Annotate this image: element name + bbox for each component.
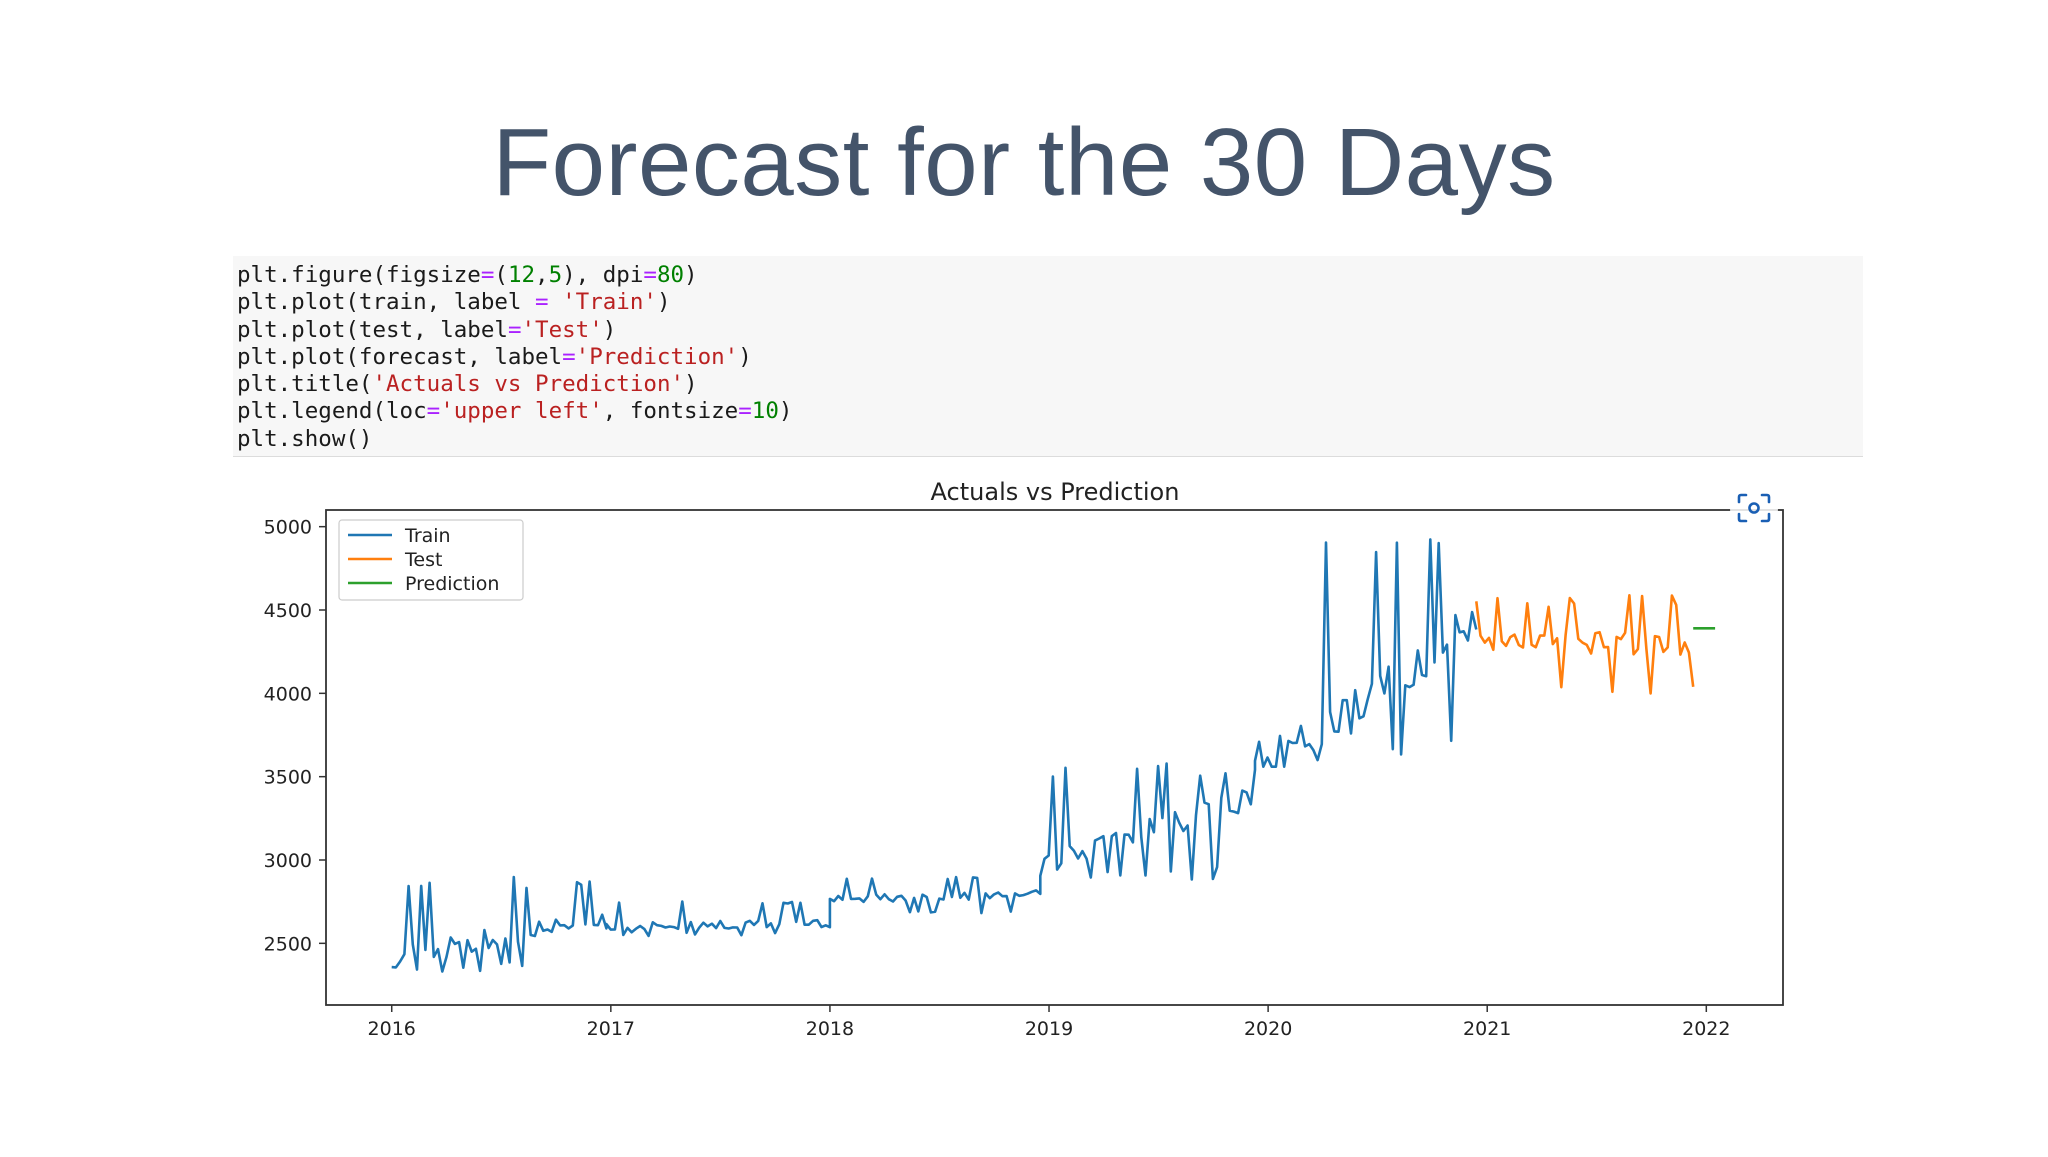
y-axis-ticks: 2500 3000 3500 4000 4500 5000 (264, 517, 326, 955)
code-token: = (507, 316, 522, 343)
y-tick-label: 4000 (264, 683, 312, 705)
code-token: 'Actuals vs Prediction' (372, 371, 685, 398)
code-token: plt.plot(train, label (237, 289, 536, 316)
x-tick-label: 2016 (368, 1018, 416, 1040)
y-tick-label: 4500 (264, 600, 312, 622)
focus-frame-icon (1737, 493, 1771, 523)
y-tick-label: 5000 (264, 517, 312, 539)
code-token: ), dpi (562, 262, 644, 288)
code-token: 80 (656, 262, 685, 288)
legend-label: Train (404, 525, 451, 547)
y-tick-label: 3500 (264, 767, 312, 789)
code-token: = (426, 398, 441, 425)
code-token: 5 (548, 262, 563, 288)
code-token: 'Test' (521, 316, 603, 343)
chart-title: Actuals vs Prediction (931, 478, 1180, 506)
code-token: ) (684, 262, 698, 288)
code-token: plt.figure(figsize (237, 262, 481, 288)
x-tick-label: 2021 (1463, 1018, 1511, 1040)
code-line: plt.figure(figsize=(12,5), dpi=80) (237, 262, 1863, 289)
code-token: 12 (507, 262, 536, 288)
y-tick-label: 3000 (264, 850, 312, 872)
x-tick-label: 2018 (806, 1018, 854, 1040)
code-line: plt.show() (237, 426, 1863, 453)
code-token: ) (602, 316, 617, 343)
code-token: = (480, 262, 495, 288)
code-line: plt.plot(test, label='Test') (237, 317, 1863, 344)
series-line-test (1475, 594, 1695, 695)
x-tick-label: 2022 (1682, 1018, 1730, 1040)
code-token: ) (656, 289, 671, 316)
code-token: = (535, 289, 549, 316)
code-line: plt.legend(loc='upper left', fontsize=10… (237, 398, 1863, 425)
code-token: ( (494, 262, 508, 288)
x-tick-label: 2020 (1244, 1018, 1292, 1040)
code-line: plt.title('Actuals vs Prediction') (237, 371, 1863, 398)
x-tick-label: 2019 (1025, 1018, 1073, 1040)
x-axis-ticks: 2016 2017 2018 2019 2020 2021 2022 (368, 1005, 1730, 1040)
y-tick-label: 2500 (264, 933, 312, 955)
code-token: 'upper left' (440, 398, 603, 425)
code-token: 10 (751, 398, 779, 425)
code-line: plt.plot(train, label = 'Train') (237, 289, 1863, 316)
legend-label: Test (404, 549, 442, 571)
series-line-train (391, 538, 1478, 973)
code-token: ) (738, 343, 752, 370)
code-token: ) (778, 398, 793, 425)
code-token: , fontsize (602, 398, 739, 425)
x-tick-label: 2017 (587, 1018, 635, 1040)
legend-label: Prediction (405, 573, 499, 595)
code-token: = (562, 343, 576, 370)
code-token: plt.plot(test, label (237, 316, 508, 343)
code-token: plt.legend(loc (237, 398, 427, 425)
code-token: 'Prediction' (575, 343, 739, 370)
code-token: plt.title( (237, 371, 373, 398)
code-token: plt.plot(forecast, label (237, 343, 563, 370)
code-line: plt.plot(forecast, label='Prediction') (237, 344, 1863, 371)
code-token: , (535, 262, 549, 288)
plot-lines (391, 538, 1716, 973)
code-token: = (643, 262, 657, 288)
legend-box (338, 519, 524, 601)
axes-frame (325, 509, 1784, 1006)
code-token: = (738, 398, 752, 425)
code-token: plt.show() (237, 425, 373, 452)
code-cell[interactable]: plt.figure(figsize=(12,5), dpi=80) plt.pl… (233, 256, 1863, 457)
slide-title: Forecast for the 30 Days (492, 109, 1556, 216)
visual-search-icon[interactable] (1730, 484, 1778, 532)
code-token: ) (684, 371, 698, 398)
code-token: 'Train' (562, 289, 657, 316)
